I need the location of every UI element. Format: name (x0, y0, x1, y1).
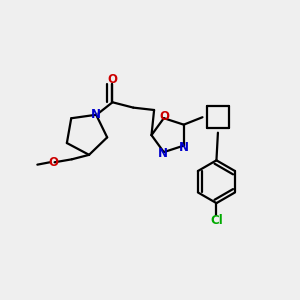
Text: N: N (91, 108, 101, 121)
Text: N: N (179, 141, 189, 154)
Text: Cl: Cl (210, 214, 223, 226)
Text: N: N (158, 147, 168, 160)
Text: O: O (48, 156, 58, 169)
Text: O: O (159, 110, 170, 123)
Text: O: O (107, 73, 118, 86)
